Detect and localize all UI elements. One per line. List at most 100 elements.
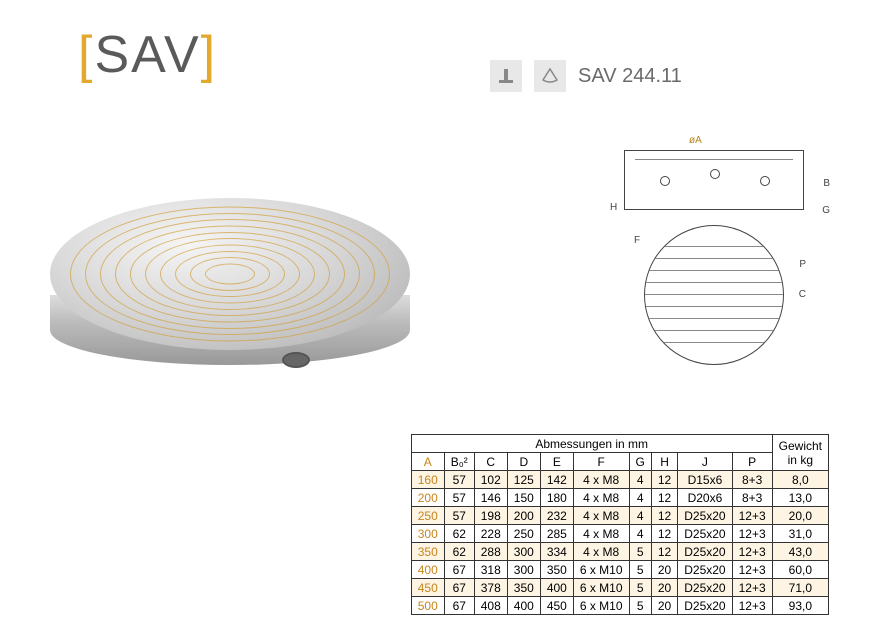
table-cell: D25x20 bbox=[678, 561, 732, 579]
table-cell: 4 bbox=[629, 507, 651, 525]
table-cell: 160 bbox=[411, 471, 444, 489]
table-cell: 5 bbox=[629, 543, 651, 561]
col-header: P bbox=[732, 453, 772, 471]
table-cell: 8,0 bbox=[772, 471, 828, 489]
product-image bbox=[40, 140, 460, 400]
table-cell: 450 bbox=[540, 597, 573, 615]
table-cell: 12 bbox=[651, 471, 677, 489]
table-cell: 350 bbox=[507, 579, 540, 597]
logo-text: SAV bbox=[94, 26, 200, 84]
table-cell: 57 bbox=[444, 471, 474, 489]
table-cell: 8+3 bbox=[732, 489, 772, 507]
table-cell: 57 bbox=[444, 489, 474, 507]
table-cell: D25x20 bbox=[678, 525, 732, 543]
logo-bracket-close: ] bbox=[201, 26, 217, 84]
table-row: 500674084004506 x M10520D25x2012+393,0 bbox=[411, 597, 828, 615]
table-cell: 67 bbox=[444, 597, 474, 615]
table-cell: 6 x M10 bbox=[573, 597, 629, 615]
table-cell: D25x20 bbox=[678, 507, 732, 525]
dimension-drawing: øA øJ B G H F øD H7 øE P C bbox=[604, 130, 824, 380]
table-cell: 200 bbox=[507, 507, 540, 525]
col-header: B₀² bbox=[444, 453, 474, 471]
spec-table: Abmessungen in mm Gewicht in kg AB₀²CDEF… bbox=[411, 434, 829, 615]
table-cell: 288 bbox=[474, 543, 507, 561]
table-title: Abmessungen in mm bbox=[411, 435, 772, 453]
table-cell: 67 bbox=[444, 561, 474, 579]
logo-bracket-open: [ bbox=[78, 26, 94, 84]
table-cell: 300 bbox=[507, 543, 540, 561]
dim-label-G: G bbox=[822, 205, 830, 216]
table-cell: 12 bbox=[651, 507, 677, 525]
col-header: J bbox=[678, 453, 732, 471]
table-cell: 12 bbox=[651, 525, 677, 543]
col-header: D bbox=[507, 453, 540, 471]
table-cell: 20,0 bbox=[772, 507, 828, 525]
table-cell: 180 bbox=[540, 489, 573, 507]
table-cell: D20x6 bbox=[678, 489, 732, 507]
table-cell: 200 bbox=[411, 489, 444, 507]
table-cell: 12 bbox=[651, 489, 677, 507]
table-cell: 378 bbox=[474, 579, 507, 597]
table-cell: 62 bbox=[444, 543, 474, 561]
table-cell: 150 bbox=[507, 489, 540, 507]
table-cell: 93,0 bbox=[772, 597, 828, 615]
table-cell: 20 bbox=[651, 561, 677, 579]
col-header: E bbox=[540, 453, 573, 471]
table-cell: 228 bbox=[474, 525, 507, 543]
table-cell: 4 x M8 bbox=[573, 507, 629, 525]
weight-header: Gewicht in kg bbox=[772, 435, 828, 471]
table-cell: 334 bbox=[540, 543, 573, 561]
table-cell: 8+3 bbox=[732, 471, 772, 489]
table-cell: 43,0 bbox=[772, 543, 828, 561]
table-cell: 57 bbox=[444, 507, 474, 525]
dim-label-H: H bbox=[610, 202, 617, 213]
table-row: 200571461501804 x M8412D20x68+313,0 bbox=[411, 489, 828, 507]
table-cell: 62 bbox=[444, 525, 474, 543]
table-cell: 4 x M8 bbox=[573, 543, 629, 561]
table-cell: 285 bbox=[540, 525, 573, 543]
table-cell: 5 bbox=[629, 561, 651, 579]
table-cell: 71,0 bbox=[772, 579, 828, 597]
table-row: 250571982002324 x M8412D25x2012+320,0 bbox=[411, 507, 828, 525]
table-cell: 5 bbox=[629, 579, 651, 597]
col-header: F bbox=[573, 453, 629, 471]
table-row: 450673783504006 x M10520D25x2012+371,0 bbox=[411, 579, 828, 597]
dim-circle bbox=[644, 225, 784, 365]
table-cell: 400 bbox=[411, 561, 444, 579]
dim-label-C: C bbox=[799, 289, 806, 300]
logo: [SAV] bbox=[78, 25, 217, 85]
table-cell: 6 x M10 bbox=[573, 579, 629, 597]
table-cell: 146 bbox=[474, 489, 507, 507]
col-header: G bbox=[629, 453, 651, 471]
table-cell: 318 bbox=[474, 561, 507, 579]
table-cell: 12+3 bbox=[732, 507, 772, 525]
table-cell: 250 bbox=[507, 525, 540, 543]
table-cell: 500 bbox=[411, 597, 444, 615]
table-cell: 4 bbox=[629, 471, 651, 489]
table-row: 160571021251424 x M8412D15x68+38,0 bbox=[411, 471, 828, 489]
table-cell: 4 x M8 bbox=[573, 525, 629, 543]
table-cell: 4 x M8 bbox=[573, 471, 629, 489]
table-cell: D15x6 bbox=[678, 471, 732, 489]
table-cell: 198 bbox=[474, 507, 507, 525]
table-cell: 450 bbox=[411, 579, 444, 597]
table-cell: 4 x M8 bbox=[573, 489, 629, 507]
table-row: 300622282502854 x M8412D25x2012+331,0 bbox=[411, 525, 828, 543]
table-cell: 142 bbox=[540, 471, 573, 489]
switch-indicator bbox=[282, 352, 310, 368]
table-cell: 12+3 bbox=[732, 543, 772, 561]
table-cell: 20 bbox=[651, 579, 677, 597]
table-cell: 13,0 bbox=[772, 489, 828, 507]
table-cell: 4 bbox=[629, 525, 651, 543]
table-cell: 125 bbox=[507, 471, 540, 489]
application-icon-2 bbox=[534, 60, 566, 92]
table-cell: 102 bbox=[474, 471, 507, 489]
table-cell: 60,0 bbox=[772, 561, 828, 579]
table-cell: 300 bbox=[411, 525, 444, 543]
product-code: SAV 244.11 bbox=[578, 65, 682, 88]
dim-label-F: F bbox=[634, 235, 640, 246]
table-cell: 12+3 bbox=[732, 525, 772, 543]
table-cell: 20 bbox=[651, 597, 677, 615]
table-cell: 250 bbox=[411, 507, 444, 525]
dim-label-oA: øA bbox=[689, 135, 702, 146]
